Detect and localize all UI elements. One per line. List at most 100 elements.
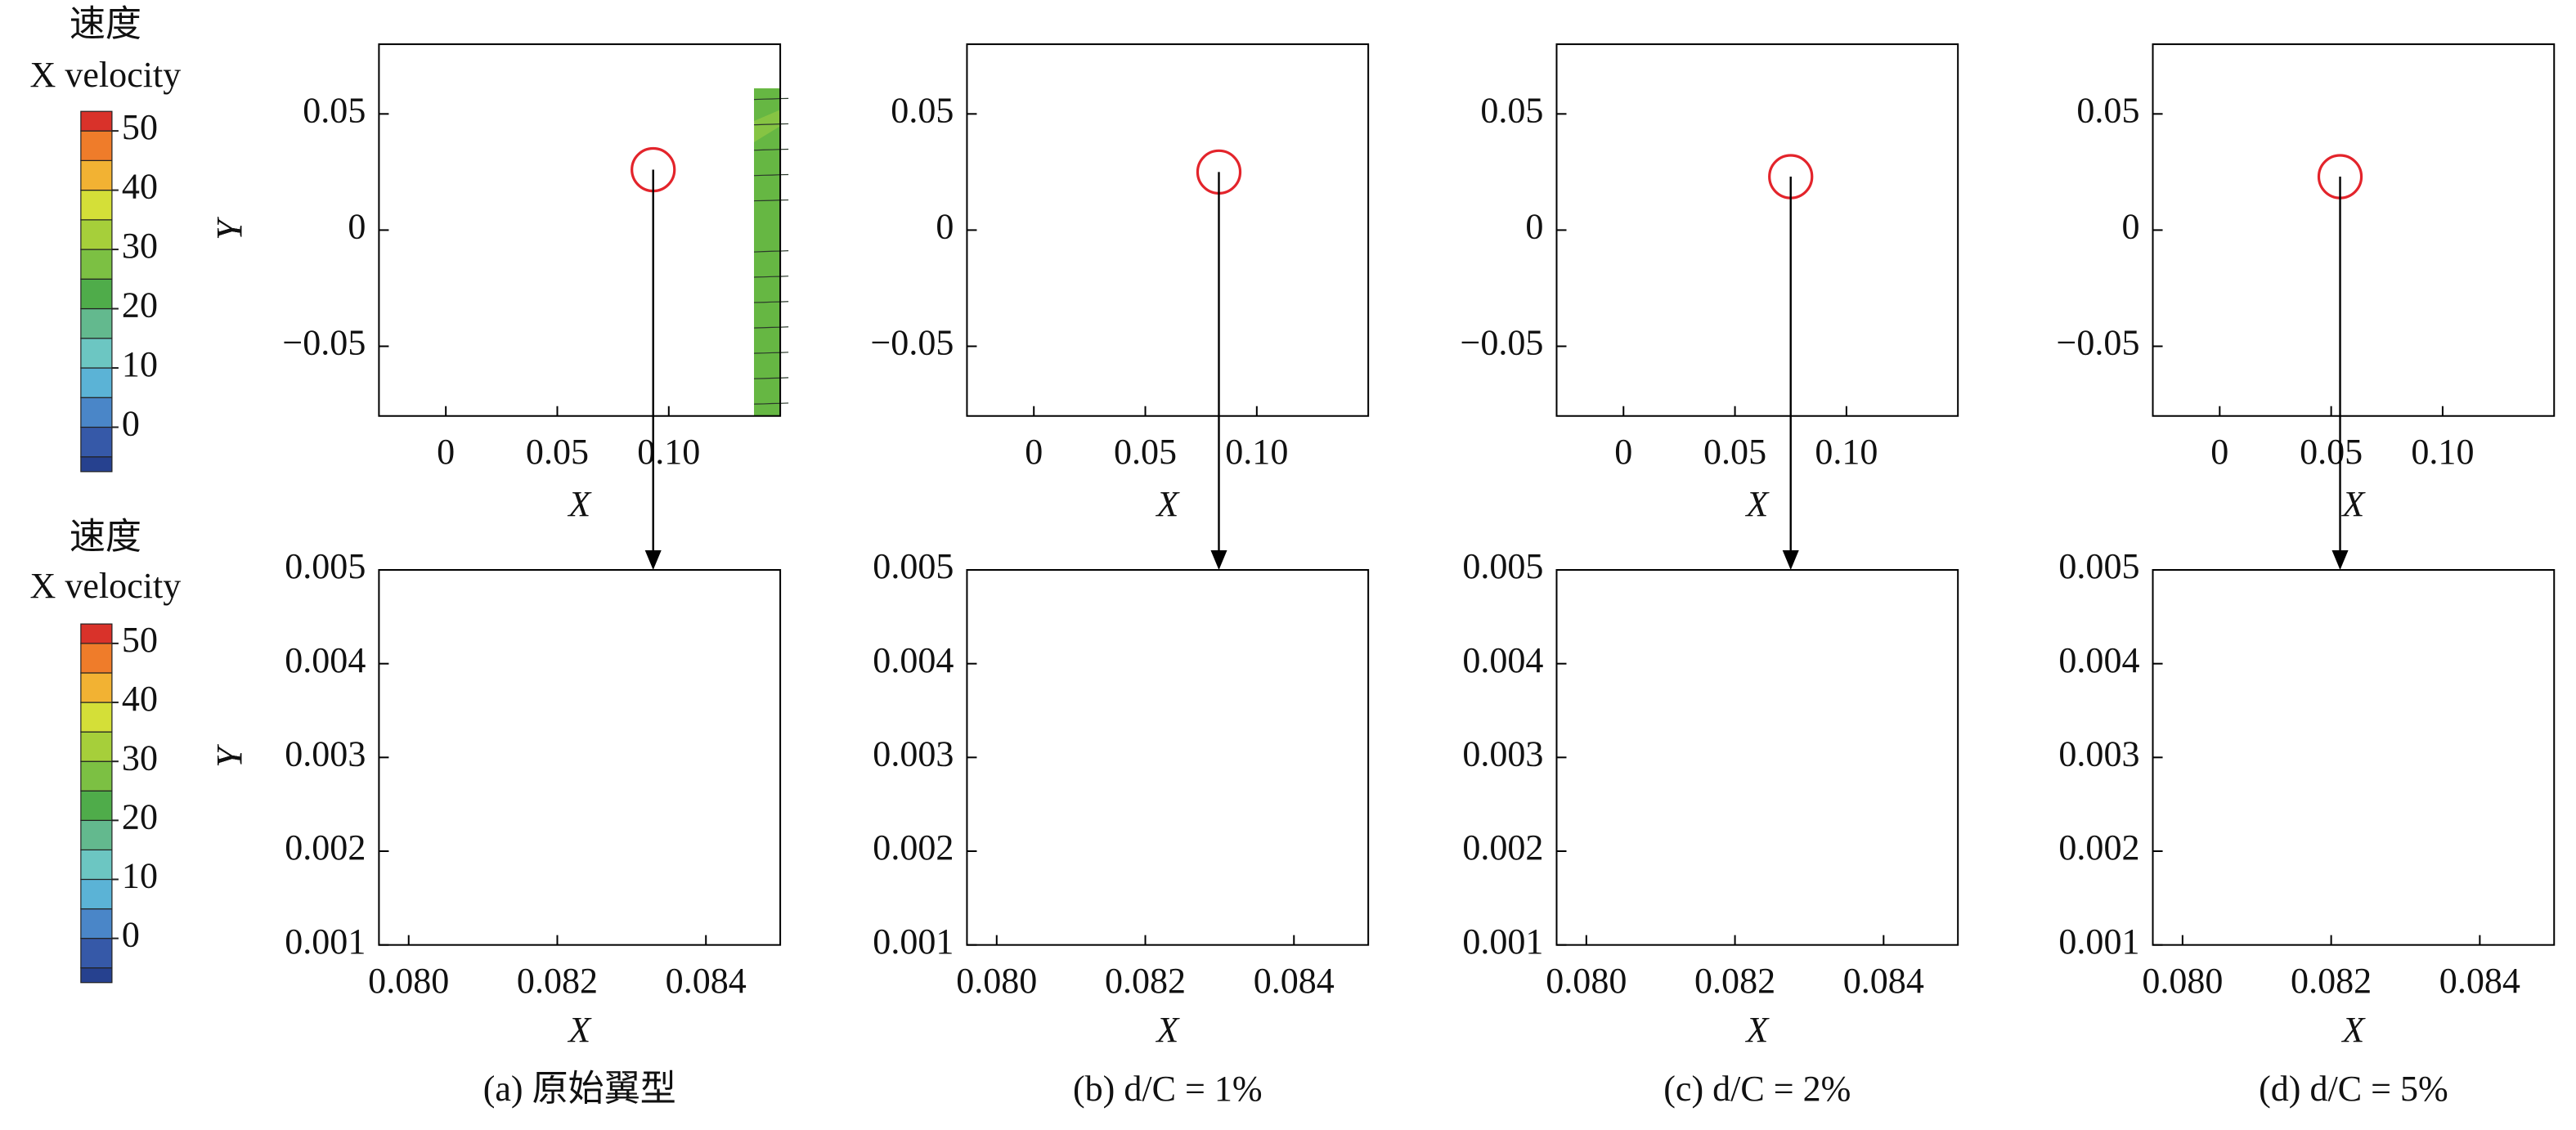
colorbar-tick-label: 20 — [122, 796, 158, 836]
streamline — [1548, 73, 1966, 85]
streamline — [1548, 148, 1966, 161]
y-tick-label: 0.002 — [873, 827, 954, 868]
streamline — [958, 191, 1376, 212]
contour-region — [967, 570, 1368, 945]
vortex-swirl — [2197, 782, 2252, 871]
x-tick-label: 0 — [1025, 432, 1043, 472]
colorbar-band — [80, 426, 113, 458]
x-axis-label: X — [567, 484, 592, 524]
contour-band — [2153, 616, 2555, 765]
probe-arrowhead — [1210, 549, 1227, 571]
plot-frame — [1555, 569, 1959, 946]
x-tick-label: 0.080 — [368, 961, 449, 1001]
colorbar-band — [80, 397, 113, 428]
streamline — [967, 550, 1368, 663]
streamline — [967, 629, 1368, 742]
contour-band — [2153, 573, 2555, 729]
plot-frame — [378, 43, 782, 417]
probe-arrowhead — [2331, 549, 2349, 571]
streamline — [754, 123, 789, 126]
streamline — [754, 402, 789, 405]
contour-region — [2153, 142, 2235, 415]
x-tick-label: 0.05 — [2300, 432, 2363, 472]
contour-band — [967, 573, 1368, 729]
x-axis-label: X — [2340, 484, 2366, 524]
contour-region — [481, 237, 572, 270]
plot-frame — [2152, 43, 2556, 417]
streamline — [1548, 403, 1966, 415]
x-tick-label: 0.080 — [1546, 961, 1627, 1001]
colorbar-tick-label: 10 — [122, 856, 158, 896]
contour-region — [967, 44, 1368, 416]
y-axis-label: Y — [209, 744, 249, 768]
y-tick-label: 0.005 — [873, 546, 954, 586]
streamline — [1548, 170, 1966, 186]
streamline — [379, 524, 780, 637]
contour-band — [967, 694, 1368, 830]
x-tick-label: 0.05 — [1114, 432, 1177, 472]
colorbar-tick-label: 50 — [122, 620, 158, 660]
y-axis-label: Y — [209, 744, 249, 768]
x-tick-label: 0.082 — [517, 961, 598, 1001]
streamline — [2153, 524, 2555, 637]
colorbar-tick-label: 30 — [122, 226, 158, 266]
colorbar-title: 速度 — [70, 517, 141, 557]
colorbar-band — [80, 623, 113, 644]
contour-region — [1556, 570, 1958, 945]
x-tick-label: 0.080 — [956, 961, 1037, 1001]
colorbar-band — [80, 367, 113, 398]
streamline — [1556, 576, 1958, 689]
contour-band — [2153, 652, 2555, 807]
streamline — [958, 251, 1376, 274]
contour-region — [1802, 126, 1958, 416]
y-tick-label: 0 — [2121, 207, 2139, 247]
y-tick-label: −0.05 — [2057, 323, 2140, 363]
streamline — [2145, 378, 2563, 391]
y-tick-label: −0.05 — [870, 323, 954, 363]
colorbar-band — [80, 672, 113, 703]
colorbar-tick-label: 0 — [122, 915, 140, 955]
panel: 0 0.05 0.10 −0.05 0 0.05 X Y 0.080 0.082 0.084 0.00… — [209, 43, 1966, 1109]
x-tick-label: 0 — [1614, 432, 1632, 472]
streamline — [754, 326, 789, 329]
colorbar-band — [80, 338, 113, 369]
streamline — [958, 170, 1376, 186]
x-tick-label: 0.082 — [1105, 961, 1186, 1001]
streamline — [379, 629, 780, 742]
streamline — [2145, 98, 2563, 110]
probe-arrowhead — [1782, 549, 1799, 571]
streamline — [2145, 302, 2563, 317]
streamline — [967, 655, 1368, 768]
streamline — [1548, 47, 1966, 60]
contour-field — [958, 44, 1376, 416]
colorbar-band — [80, 819, 113, 851]
airfoil — [2220, 204, 2435, 253]
x-tick-label: 0.10 — [2411, 432, 2474, 472]
contour-region — [967, 142, 1048, 415]
contour-region — [1039, 202, 1147, 217]
x-axis-label: X — [1155, 1010, 1180, 1050]
streamline — [958, 148, 1376, 161]
contour-region — [1052, 237, 1213, 415]
x-tick-label: 0.10 — [1225, 432, 1288, 472]
streamline — [1556, 629, 1958, 742]
separation-marks — [2186, 735, 2558, 845]
streamline — [2153, 550, 2555, 663]
y-tick-label: 0.003 — [873, 733, 954, 774]
colorbar-subtitle: X velocity — [30, 566, 182, 606]
contour-band — [379, 694, 780, 830]
vortex-swirl — [1600, 782, 1655, 871]
y-tick-label: 0.005 — [285, 546, 366, 586]
airfoil — [1034, 204, 1249, 253]
contour-band — [967, 616, 1368, 765]
streamline — [2153, 576, 2555, 689]
x-tick-label: 0.084 — [1254, 961, 1335, 1001]
streamline — [1548, 378, 1966, 391]
colorbar-tick-label: 40 — [122, 679, 158, 719]
colorbar-title: 速度 — [70, 4, 141, 44]
contour-region — [2399, 126, 2554, 416]
vortex-inset — [1585, 766, 1668, 913]
separation-marks — [999, 735, 1066, 760]
contour-region — [1556, 142, 1638, 415]
